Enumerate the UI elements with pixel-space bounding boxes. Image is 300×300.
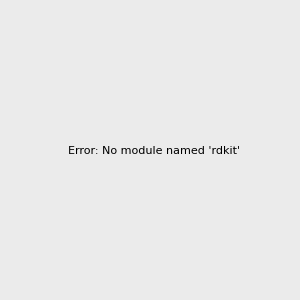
Text: Error: No module named 'rdkit': Error: No module named 'rdkit' [68,146,240,157]
